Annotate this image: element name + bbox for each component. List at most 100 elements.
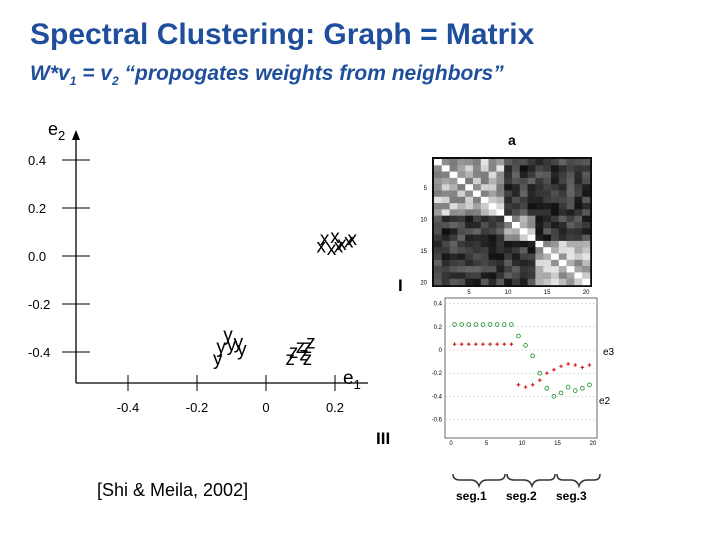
matrix-cell <box>441 228 450 235</box>
matrix-cell <box>558 203 567 210</box>
matrix-cell <box>566 272 575 279</box>
matrix-cell <box>441 272 450 279</box>
matrix-cell <box>496 228 505 235</box>
matrix-cell <box>473 247 481 254</box>
matrix-cell <box>582 190 591 197</box>
matrix-cell <box>473 259 481 267</box>
matrix-cell <box>566 259 575 267</box>
y-tick-label: 0.2 <box>28 201 46 216</box>
e3-point <box>552 367 556 372</box>
e2-point <box>551 394 557 399</box>
matrix-cell <box>441 203 450 210</box>
matrix-cell <box>535 266 544 273</box>
e2-point <box>509 322 514 327</box>
scatter-point-x: x <box>344 232 354 253</box>
segment-braces: seg.1 seg.2 seg.3 <box>452 473 601 503</box>
matrix-cell <box>496 165 505 172</box>
matrix-cell <box>566 190 575 197</box>
x-tick-label: 0 <box>262 400 269 415</box>
matrix-cell <box>543 171 552 179</box>
e2-point <box>452 322 457 327</box>
matrix-cell <box>543 259 552 267</box>
matrix-cell <box>441 209 450 216</box>
matrix-cell <box>582 184 591 191</box>
matrix-cell <box>488 234 497 242</box>
scatter-point-x: x <box>337 234 347 255</box>
matrix-cell <box>535 259 544 267</box>
e3-point <box>481 342 485 346</box>
matrix-cell <box>496 159 505 166</box>
matrix-cell <box>480 190 489 197</box>
matrix-cell <box>551 209 559 216</box>
matrix-x-tick: 10 <box>505 290 512 296</box>
matrix-y-tick: 15 <box>420 249 427 255</box>
matrix-cell <box>519 165 528 172</box>
matrix-cell <box>543 247 552 254</box>
matrix-cell <box>535 215 544 223</box>
matrix-cell <box>519 177 528 185</box>
matrix-cell <box>551 171 559 179</box>
matrix-cell <box>434 215 442 223</box>
matrix-cell <box>574 234 583 242</box>
e3-point <box>502 342 507 346</box>
e3-point <box>488 342 492 346</box>
matrix-cell <box>473 159 481 166</box>
matrix-cell <box>434 184 442 191</box>
e2-point <box>480 322 486 327</box>
matrix-cell <box>566 228 575 235</box>
e3-point <box>530 383 535 387</box>
matrix-cell <box>527 177 536 185</box>
matrix-cell <box>488 272 497 279</box>
matrix-cell <box>574 259 583 267</box>
matrix-x-tick: 15 <box>544 290 551 296</box>
matrix-cell <box>480 177 489 185</box>
matrix-cell <box>504 203 513 210</box>
matrix-cell <box>480 196 489 204</box>
matrix-cell <box>512 253 520 260</box>
panel-i-label: I <box>398 276 403 295</box>
matrix-cell <box>574 159 583 166</box>
matrix-cell <box>504 234 513 242</box>
matrix-cell <box>473 209 481 216</box>
matrix-cell <box>512 209 520 216</box>
matrix-cell <box>465 266 474 273</box>
matrix-cell <box>543 177 552 185</box>
eigenvector-plot: 0.4 0.2 0 -0.2 -0.4 -0.6 0 5 10 15 20 e3 e2 III <box>376 297 615 448</box>
matrix-cell <box>566 196 575 204</box>
y-axis-arrow <box>72 130 80 140</box>
matrix-cell <box>582 215 591 223</box>
matrix-cell <box>449 177 458 185</box>
legend-e2: e2 <box>599 396 611 407</box>
scatter-point-x: x <box>330 227 340 248</box>
matrix-cell <box>519 253 528 260</box>
matrix-cell <box>558 159 567 166</box>
matrix-cell <box>473 165 481 172</box>
matrix-cell <box>465 171 474 179</box>
e2-point <box>587 382 592 388</box>
matrix-cell <box>574 171 583 179</box>
matrix-y-tick: 20 <box>420 281 427 287</box>
matrix-cell <box>480 184 489 191</box>
matrix-cell <box>465 203 474 210</box>
matrix-cell <box>457 203 466 210</box>
matrix-cell <box>488 228 497 235</box>
matrix-cell <box>496 253 505 260</box>
matrix-cell <box>449 278 458 286</box>
eig-x-tick: 5 <box>485 441 489 447</box>
matrix-cell <box>496 247 505 254</box>
matrix-cell <box>457 278 466 286</box>
matrix-cell <box>434 159 442 166</box>
matrix-cell <box>488 278 497 286</box>
matrix-cell <box>551 228 559 235</box>
matrix-cell <box>543 234 552 242</box>
matrix-cell <box>574 228 583 235</box>
matrix-cell <box>543 165 552 172</box>
matrix-cell <box>551 190 559 197</box>
matrix-cell <box>504 171 513 179</box>
matrix-cell <box>473 278 481 286</box>
matrix-cell <box>551 165 559 172</box>
matrix-cell <box>582 253 591 260</box>
matrix-cell <box>480 159 489 166</box>
matrix-cell <box>582 228 591 235</box>
